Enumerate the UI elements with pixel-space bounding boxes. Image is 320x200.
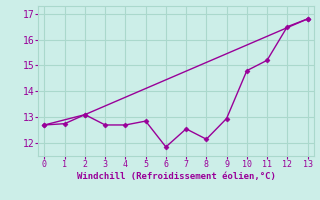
X-axis label: Windchill (Refroidissement éolien,°C): Windchill (Refroidissement éolien,°C) — [76, 172, 276, 181]
